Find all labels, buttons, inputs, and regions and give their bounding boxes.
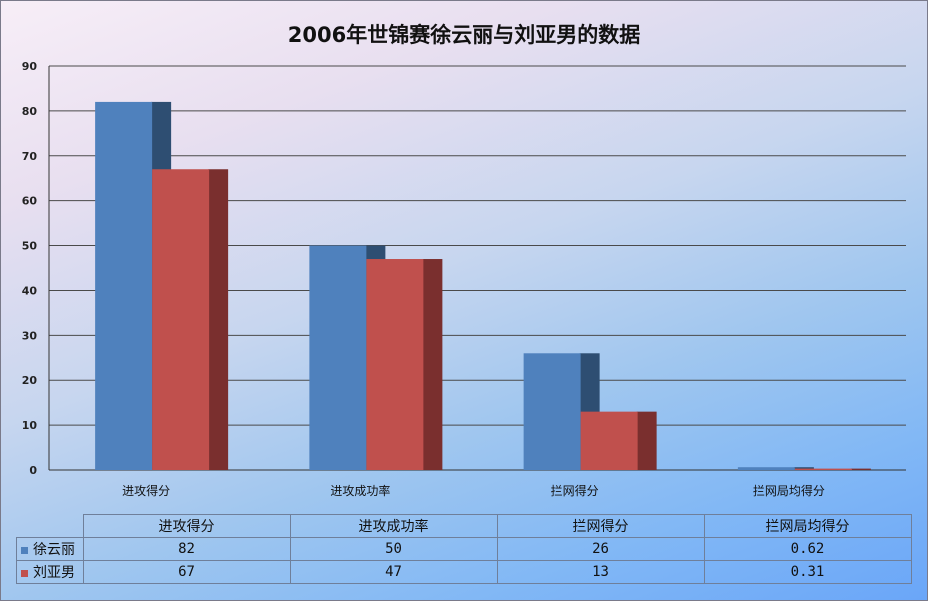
y-tick-label: 70 [22,150,38,163]
x-tick-label: 拦网得分 [551,483,599,498]
bar-side-liu-yanan [422,259,443,470]
table-header-row: 进攻得分 进攻成功率 拦网得分 拦网局均得分 [16,514,912,538]
table-header: 进攻成功率 [289,514,498,538]
table-cell: 26 [496,537,705,561]
y-tick-label: 50 [22,240,38,253]
table-cell: 82 [82,537,291,561]
bar-liu-yanan [366,259,424,470]
y-tick-label: 40 [22,284,38,297]
y-tick-label: 60 [22,195,38,208]
table-cell: 50 [289,537,498,561]
legend-entry: 徐云丽 [16,537,84,561]
table-corner [16,514,84,538]
table-row: 徐云丽 82 50 26 0.62 [16,537,912,561]
bar-xu-yunli [309,245,367,470]
legend-entry: 刘亚男 [16,560,84,584]
table-cell: 0.62 [703,537,912,561]
bar-side-liu-yanan [636,411,657,470]
chart-title: 2006年世锦赛徐云丽与刘亚男的数据 [287,23,641,47]
bar-side-liu-yanan [850,468,871,470]
y-tick-label: 20 [22,374,38,387]
y-tick-label: 90 [22,60,38,73]
x-tick-label: 拦网局均得分 [753,483,825,498]
y-tick-label: 0 [29,464,37,477]
x-tick-label: 进攻成功率 [330,483,390,498]
table-cell: 47 [289,560,498,584]
table-cell: 0.31 [703,560,912,584]
legend-swatch [21,546,28,554]
legend-label: 徐云丽 [33,542,75,558]
y-tick-label: 80 [22,105,38,118]
table-cell: 67 [82,560,291,584]
legend-swatch [21,569,28,577]
table-header: 拦网局均得分 [703,514,912,538]
bar-liu-yanan [152,169,210,470]
table-header: 进攻得分 [82,514,291,538]
bar-xu-yunli [737,467,795,470]
x-tick-label: 进攻得分 [122,483,170,498]
y-tick-label: 10 [22,419,38,432]
data-table: 进攻得分 进攻成功率 拦网得分 拦网局均得分 徐云丽 82 50 26 0.62… [16,514,912,584]
table-row: 刘亚男 67 47 13 0.31 [16,560,912,584]
legend-label: 刘亚男 [33,565,75,581]
table-cell: 13 [496,560,705,584]
bar-plot: 0 10 20 30 40 50 60 70 80 90 进攻得分 进攻成功率 拦网得分 拦网局均得分 [22,60,906,498]
bar-xu-yunli [523,353,581,470]
table-header: 拦网得分 [496,514,705,538]
y-tick-label: 30 [22,329,38,342]
bar-side-liu-yanan [208,169,229,470]
bar-xu-yunli [95,101,153,471]
bar-liu-yanan [794,468,852,470]
bar-liu-yanan [580,411,638,470]
